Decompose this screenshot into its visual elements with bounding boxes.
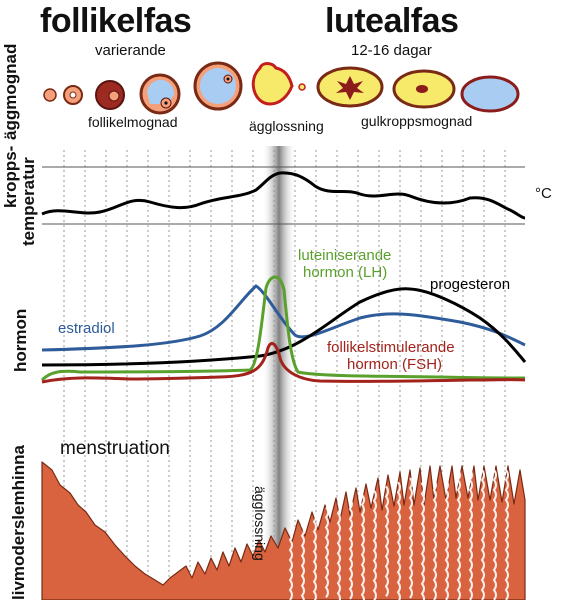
estradiol-label: estradiol <box>58 320 115 337</box>
lh-label-line1: luteiniserande <box>298 247 392 264</box>
endometrial-gland <box>372 489 377 600</box>
lh-curve <box>40 275 526 382</box>
endometrial-gland <box>456 469 461 600</box>
follicle-stage-2 <box>63 85 83 105</box>
endometrial-gland <box>300 515 305 600</box>
row-label-endometrium: livmoderslemhinna <box>9 445 28 600</box>
lh-label-line2: hormon (LH) <box>303 264 388 281</box>
progesterone-curve <box>41 287 527 367</box>
follicle-stage-1 <box>43 88 57 102</box>
endometrial-gland <box>468 469 473 600</box>
luteal-phase-subtitle: 12-16 dagar <box>351 42 432 59</box>
follicular-phase-title: follikelfas <box>40 2 192 40</box>
endometrial-gland <box>504 469 509 600</box>
endometrial-gland <box>408 477 413 599</box>
row-label-ovarian: äggmognad <box>1 43 20 140</box>
ovulating-follicle <box>251 62 306 106</box>
fsh-label-line1: follikelstimulerande <box>327 339 455 356</box>
row-label-temperature-2: temperatur <box>19 157 38 246</box>
follicle-stage-3 <box>95 80 125 110</box>
row-label-temperature-1: kropps- <box>1 145 20 208</box>
corpus-luteum-2 <box>392 69 456 109</box>
endometrial-gland <box>396 481 401 600</box>
fsh-label-line2: hormon (FSH) <box>347 356 443 373</box>
endometrium-glands <box>288 469 509 600</box>
endometrial-gland <box>348 498 353 600</box>
follicle-stage-5 <box>193 61 243 111</box>
temperature-curve <box>41 171 526 220</box>
endometrial-gland <box>492 469 497 600</box>
endometrial-gland <box>360 494 365 600</box>
progesterone-label: progesteron <box>430 276 511 293</box>
endometrial-gland <box>324 506 329 599</box>
fsh-curve <box>41 341 526 384</box>
luteal-phase-title: lutealfas <box>325 2 459 40</box>
endometrial-gland <box>384 485 389 598</box>
row-label-hormones: hormon <box>11 308 30 372</box>
menstruation-label: menstruation <box>60 438 170 459</box>
ovulation-ovary-label: ägglossning <box>249 118 324 134</box>
endometrial-gland <box>444 469 449 600</box>
endometrial-gland <box>336 502 341 600</box>
endometrial-gland <box>420 473 425 600</box>
endometrial-gland <box>312 510 317 600</box>
estradiol-curve <box>41 284 526 352</box>
corpus-luteum-1 <box>316 66 384 108</box>
follicle-stage-4 <box>139 73 181 115</box>
endometrium-lining <box>41 461 526 600</box>
corpus-luteum-label: gulkroppsmognad <box>361 113 473 129</box>
follicle-maturation-label: follikelmognad <box>88 114 178 130</box>
ovulation-vertical-label: ägglossning <box>252 486 268 561</box>
endometrial-gland <box>288 519 293 600</box>
endometrial-gland <box>480 469 485 600</box>
temperature-unit: °C <box>535 185 552 202</box>
follicular-phase-subtitle: varierande <box>95 42 166 59</box>
corpus-albicans <box>460 75 520 113</box>
endometrial-gland <box>432 469 437 600</box>
